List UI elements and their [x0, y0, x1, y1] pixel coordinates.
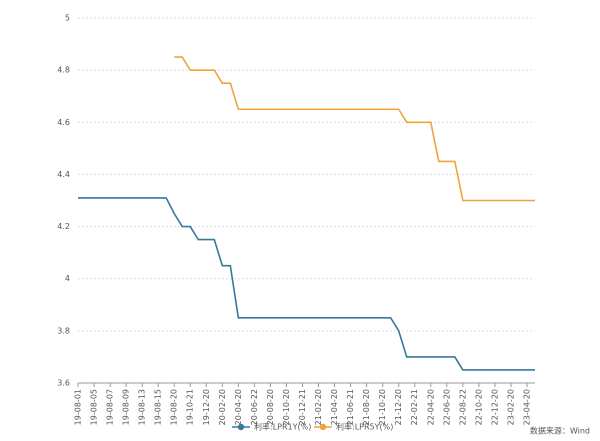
x-tick-label: 19-10-21	[186, 389, 195, 425]
y-tick-label: 4.4	[57, 170, 70, 179]
source-note: 数据来源：Wind	[530, 426, 590, 436]
y-tick-label: 4.6	[57, 118, 70, 127]
x-tick-label: 22-04-20	[426, 389, 435, 425]
x-tick-label: 21-04-20	[330, 389, 339, 425]
x-tick-label: 20-06-22	[250, 389, 259, 425]
x-tick-label: 23-04-20	[522, 389, 531, 425]
x-tick-label: 22-12-20	[490, 389, 499, 425]
y-tick-label: 3.6	[57, 379, 70, 388]
x-tick-label: 21-08-20	[362, 389, 371, 425]
x-tick-label: 20-10-20	[282, 389, 291, 425]
x-tick-label: 21-10-20	[378, 389, 387, 425]
x-tick-label: 19-08-09	[122, 389, 131, 425]
x-tick-label: 20-02-20	[218, 389, 227, 425]
y-tick-label: 4	[65, 274, 70, 283]
x-tick-label: 21-02-20	[314, 389, 323, 425]
x-tick-label: 19-08-01	[74, 389, 83, 425]
x-tick-label: 19-08-07	[106, 389, 115, 425]
y-tick-label: 4.8	[57, 66, 70, 75]
x-tick-label: 20-08-20	[266, 389, 275, 425]
x-tick-label: 23-02-20	[506, 389, 515, 425]
x-tick-label: 22-10-20	[474, 389, 483, 425]
legend-marker	[319, 423, 327, 431]
series-line	[78, 197, 535, 371]
x-tick-label: 19-08-13	[138, 389, 147, 425]
legend-label: 利率:LPR1Y(%)	[254, 422, 311, 432]
series-line	[174, 56, 535, 202]
legend-label: 利率:LPR5Y(%)	[336, 422, 393, 432]
legend-marker	[237, 423, 245, 431]
x-tick-label: 19-08-20	[170, 389, 179, 425]
y-tick-label: 5	[65, 14, 70, 23]
x-tick-label: 20-04-20	[234, 389, 243, 425]
x-tick-label: 22-06-20	[442, 389, 451, 425]
y-tick-label: 4.2	[57, 222, 70, 231]
x-tick-label: 21-12-20	[394, 389, 403, 425]
x-tick-label: 19-08-15	[154, 389, 163, 425]
x-tick-label: 19-08-05	[90, 389, 99, 425]
x-tick-label: 21-06-21	[346, 389, 355, 425]
x-tick-label: 19-12-20	[202, 389, 211, 425]
y-tick-label: 3.8	[57, 326, 70, 335]
x-tick-label: 20-12-21	[298, 389, 307, 425]
x-tick-label: 22-08-22	[458, 389, 467, 425]
x-tick-label: 22-02-21	[410, 389, 419, 425]
